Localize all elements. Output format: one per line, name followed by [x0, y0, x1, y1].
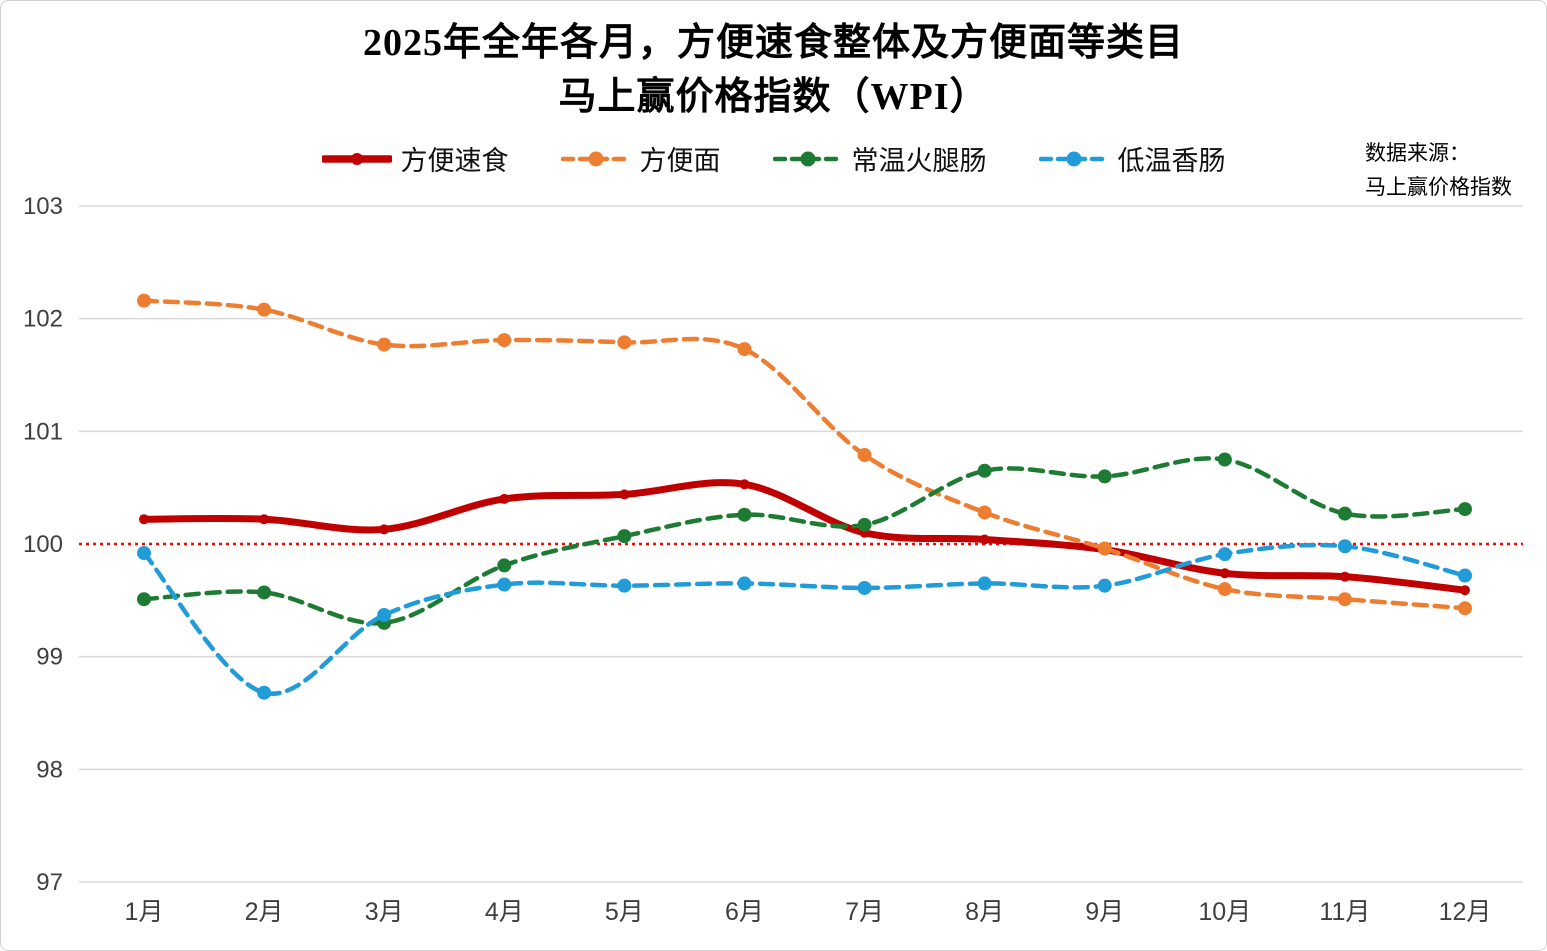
series-line-2 [141, 456, 1468, 626]
data-source-note: 数据来源： 马上赢价格指数 [1365, 137, 1512, 204]
data-point-marker [1219, 568, 1230, 579]
x-tick-label: 8月 [965, 898, 1004, 926]
data-source-line2: 马上赢价格指数 [1365, 174, 1512, 199]
series-line-1 [141, 298, 1468, 611]
data-point-marker [737, 507, 752, 522]
data-point-marker [857, 517, 872, 532]
data-point-marker [377, 337, 392, 352]
data-point-marker [1458, 601, 1472, 616]
data-point-marker [977, 576, 992, 591]
data-point-marker [979, 534, 990, 545]
x-tick-label: 7月 [845, 898, 884, 926]
data-point-marker [1217, 582, 1232, 597]
chart-title-line2: 马上赢价格指数（WPI） [558, 75, 989, 118]
data-point-marker [497, 558, 512, 573]
x-tick-label: 12月 [1439, 898, 1492, 926]
data-point-marker [617, 578, 632, 593]
data-point-marker [137, 546, 151, 561]
data-point-marker [1458, 502, 1472, 517]
data-source-line1: 数据来源： [1365, 141, 1470, 165]
chart-title: 2025年全年各月，方便速食整体及方便面等类目 马上赢价格指数（WPI） [1, 17, 1546, 125]
data-point-marker [739, 479, 750, 490]
x-tick-label: 10月 [1198, 898, 1251, 926]
data-point-marker [257, 685, 272, 700]
data-point-marker [1097, 469, 1112, 484]
x-tick-label: 6月 [725, 898, 764, 926]
data-point-marker [1097, 578, 1112, 593]
data-point-marker [499, 493, 510, 504]
y-tick-label: 98 [36, 756, 63, 783]
data-point-marker [1337, 592, 1352, 607]
x-tick-label: 1月 [125, 898, 164, 926]
data-point-marker [857, 447, 872, 462]
x-tick-label: 5月 [605, 898, 644, 926]
chart-title-line1: 2025年全年各月，方便速食整体及方便面等类目 [362, 22, 1184, 64]
data-point-marker [619, 489, 630, 500]
data-point-marker [1337, 506, 1352, 521]
data-point-marker [1217, 452, 1232, 467]
data-point-marker [857, 580, 872, 595]
data-point-marker [977, 463, 992, 478]
data-point-marker [1097, 541, 1112, 556]
data-point-marker [977, 505, 992, 520]
data-point-marker [137, 592, 151, 607]
x-tick-label: 3月 [365, 898, 404, 926]
x-tick-label: 4月 [485, 898, 524, 926]
data-point-marker [377, 607, 392, 622]
data-point-marker [139, 514, 149, 525]
series-line-3 [141, 542, 1468, 696]
data-point-marker [137, 293, 151, 308]
y-tick-label: 102 [23, 306, 63, 333]
data-point-marker [617, 335, 632, 350]
data-point-marker [257, 302, 272, 317]
y-tick-label: 103 [23, 193, 63, 220]
x-tick-label: 2月 [245, 898, 284, 926]
data-point-marker [259, 514, 270, 525]
data-point-marker [737, 342, 752, 357]
data-point-marker [1339, 571, 1350, 582]
data-point-marker [1458, 568, 1472, 583]
data-point-marker [379, 524, 390, 535]
data-point-marker [1217, 547, 1232, 562]
y-tick-label: 99 [36, 644, 63, 671]
data-point-marker [1460, 585, 1470, 596]
x-tick-label: 11月 [1319, 898, 1370, 926]
y-tick-label: 101 [23, 418, 63, 445]
y-tick-label: 97 [36, 869, 63, 896]
data-point-marker [617, 529, 632, 544]
x-tick-label: 9月 [1085, 898, 1124, 926]
y-tick-label: 100 [23, 531, 63, 558]
series-line-0 [140, 479, 1469, 594]
data-point-marker [497, 577, 512, 592]
data-point-marker [257, 585, 272, 600]
data-point-marker [737, 576, 752, 591]
data-point-marker [497, 333, 512, 348]
data-point-marker [1337, 539, 1352, 554]
